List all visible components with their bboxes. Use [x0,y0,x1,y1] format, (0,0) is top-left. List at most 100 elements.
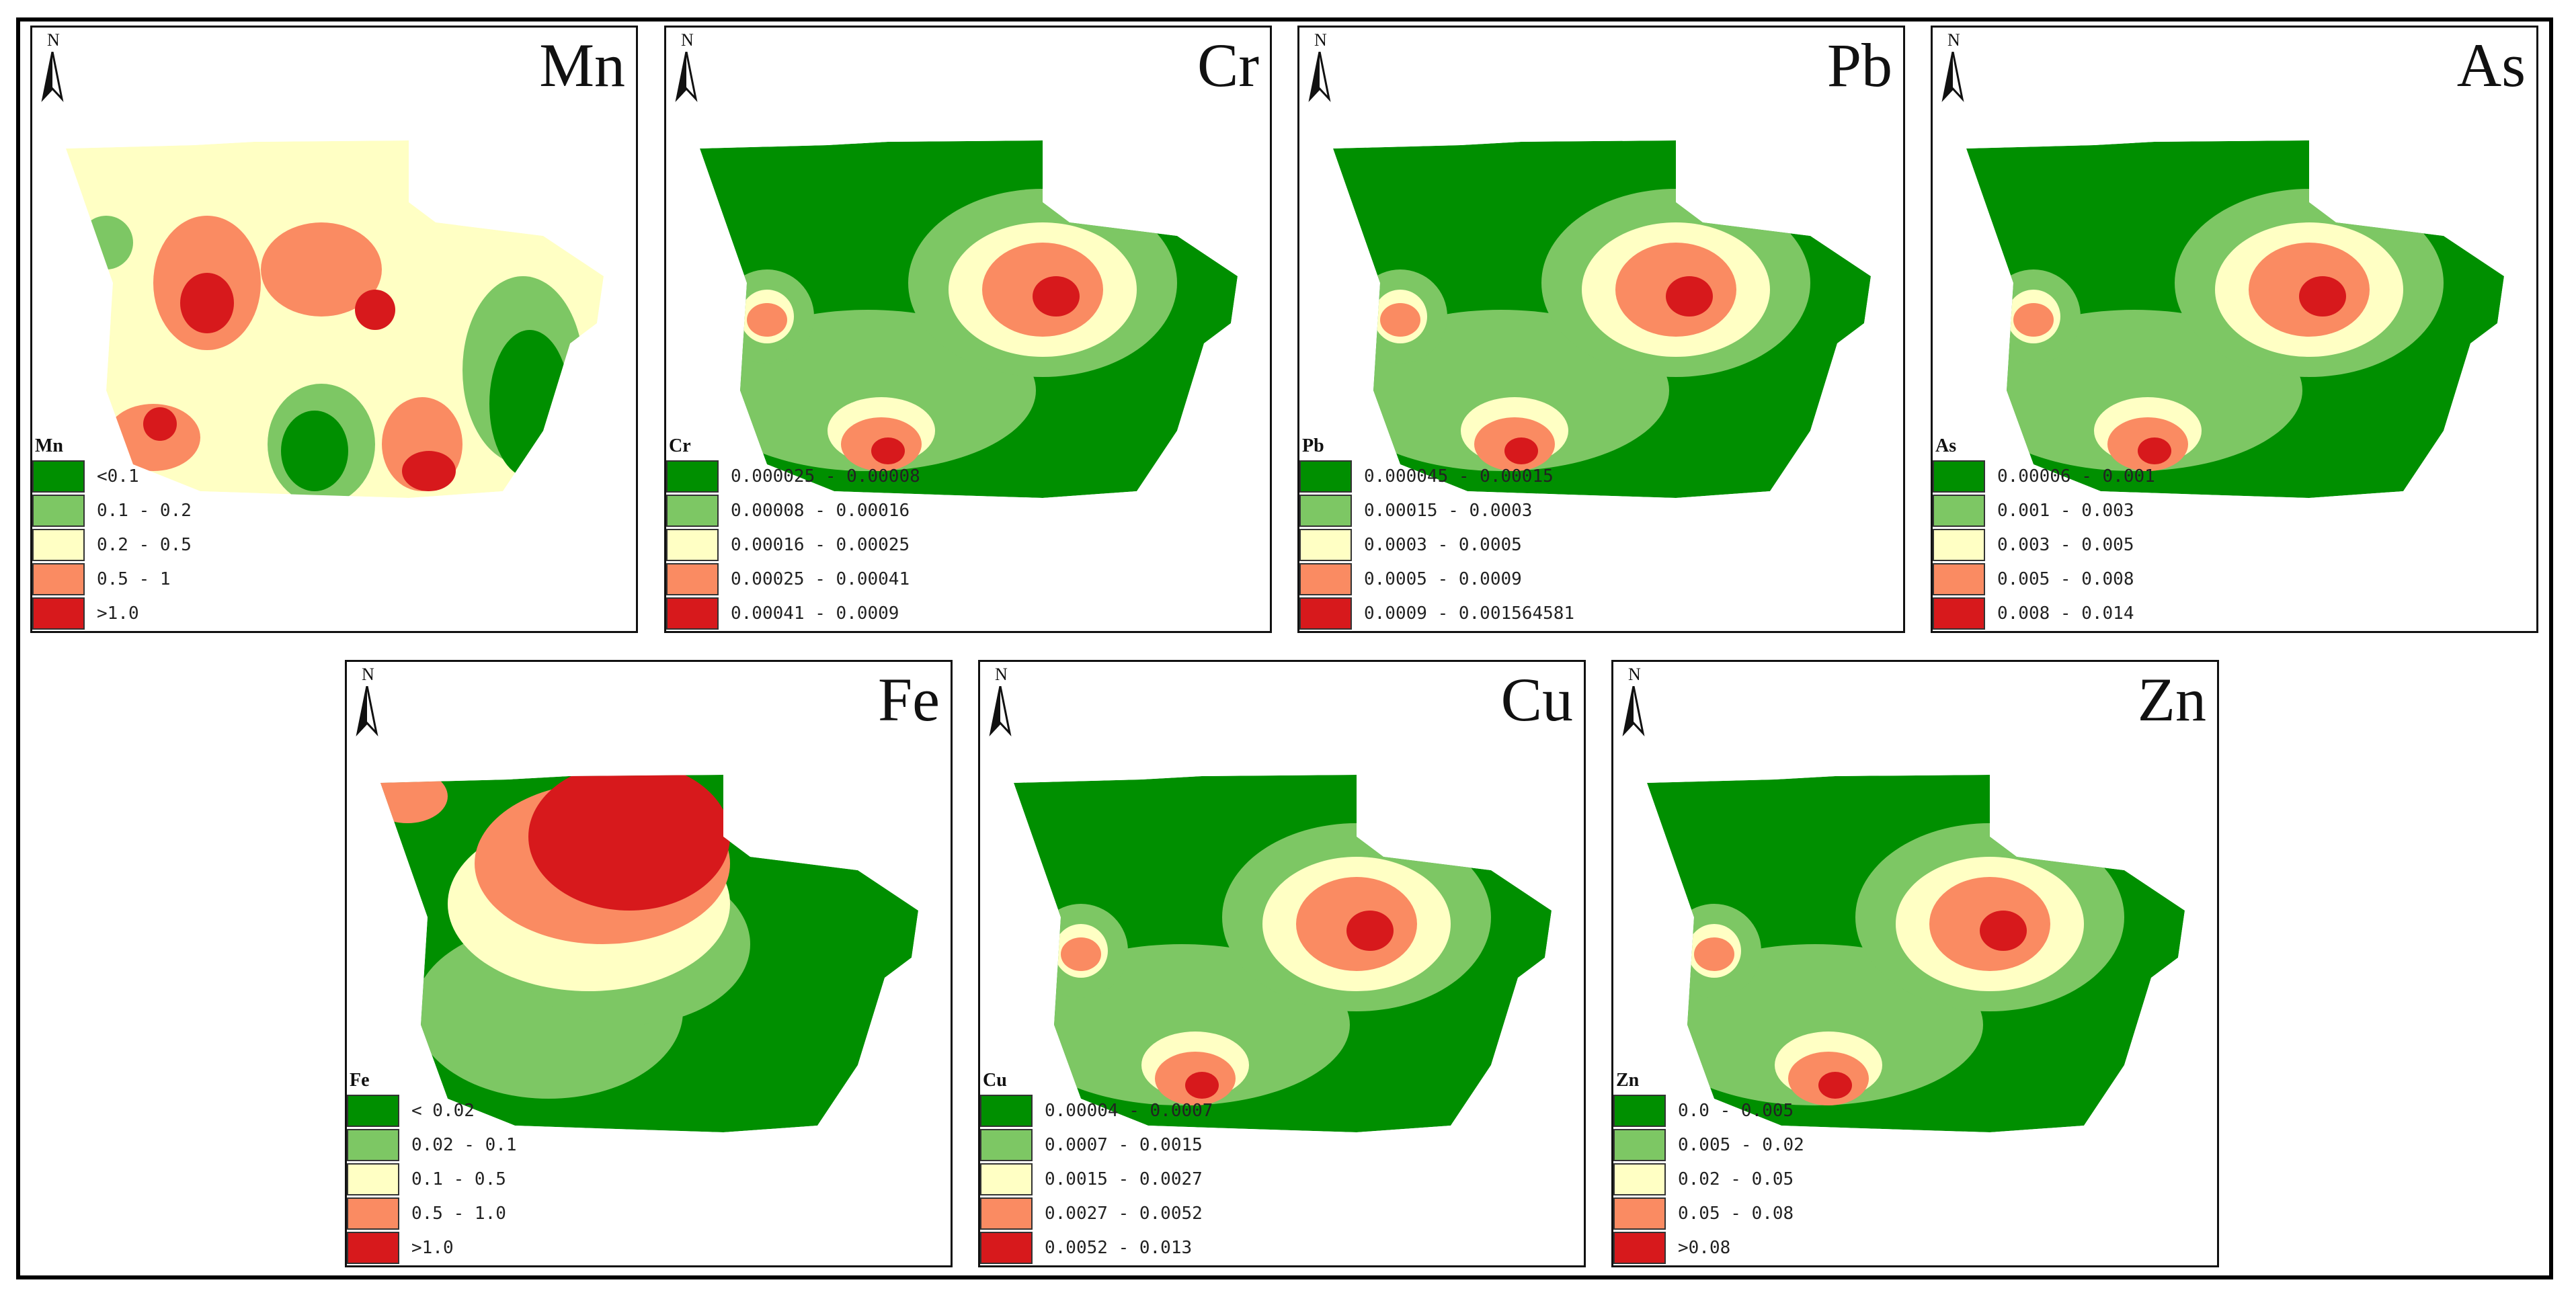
north-arrow-icon: N [1620,666,1647,740]
legend-label: 0.0005 - 0.0009 [1364,569,1522,589]
map-panel-cu: N Cu Cu 0.00004 - 0.0007 0.0007 - 0.0015 0.00… [978,660,1586,1267]
legend-item: 0.5 - 1.0 [347,1197,951,1230]
legend-swatch [347,1197,399,1230]
legend-swatch [1933,597,1985,630]
legend-item: 0.0015 - 0.0027 [980,1163,1584,1195]
legend-item: 0.0003 - 0.0005 [1299,529,1903,561]
legend-item: 0.00016 - 0.00025 [666,529,1270,561]
concentration-zone [180,273,234,333]
legend-swatch [666,529,719,561]
legend-swatch [666,563,719,595]
concentration-zone [2138,437,2171,464]
legend-item: 0.00015 - 0.0003 [1299,495,1903,527]
legend-label: 0.5 - 1 [97,569,171,589]
concentration-zone [261,222,382,317]
figure-frame [16,17,2553,1279]
legend-item: >0.08 [1613,1232,2217,1264]
concentration-zone [1185,1072,1219,1099]
legend-label: 0.0 - 0.005 [1678,1101,1794,1121]
concentration-zone [1818,1072,1852,1099]
legend: As 0.00006 - 0.001 0.001 - 0.003 0.003 - 0.… [1933,436,2536,631]
concentration-zone [747,303,787,337]
legend-label: 0.00004 - 0.0007 [1045,1101,1213,1121]
north-arrow-icon: N [1939,32,1966,106]
concentration-zone [143,407,177,441]
legend-label: 0.0052 - 0.013 [1045,1238,1193,1258]
map-panel-pb: N Pb Pb 0.000045 - 0.00015 0.00015 - 0.0003 0… [1297,26,1905,633]
concentration-zone [1380,303,1420,337]
concentration-map [1966,140,2504,498]
concentration-zone [1666,276,1713,317]
legend-label: 0.001 - 0.003 [1997,501,2134,521]
legend-swatch [1613,1197,1666,1230]
legend-label: 0.00015 - 0.0003 [1364,501,1533,521]
panel-title: Pb [1826,31,1892,99]
legend-label: 0.000045 - 0.00015 [1364,466,1554,487]
legend-item: 0.008 - 0.014 [1933,597,2536,630]
legend-label: <0.1 [97,466,139,487]
legend-item: 0.0052 - 0.013 [980,1232,1584,1264]
legend-swatch [1299,597,1352,630]
legend-label: 0.000025 - 0.00008 [731,466,920,487]
north-label: N [1628,665,1641,684]
north-arrow-icon: N [1306,32,1333,106]
legend-swatch [1299,563,1352,595]
legend-item: 0.000045 - 0.00015 [1299,460,1903,493]
legend-item: 0.00008 - 0.00016 [666,495,1270,527]
legend-item: 0.0009 - 0.001564581 [1299,597,1903,630]
legend-label: 0.00016 - 0.00025 [731,535,910,555]
legend-item: 0.00025 - 0.00041 [666,563,1270,595]
north-arrow-icon: N [987,666,1014,740]
legend-swatch [1299,495,1352,527]
legend-title: Cu [983,1070,1007,1091]
concentration-zone [281,411,348,491]
concentration-zone [1694,937,1734,971]
north-label: N [1314,30,1327,50]
legend-item: 0.00004 - 0.0007 [980,1095,1584,1127]
concentration-map [1333,140,1871,498]
legend: Cu 0.00004 - 0.0007 0.0007 - 0.0015 0.0015 … [980,1070,1584,1265]
legend-label: 0.0009 - 0.001564581 [1364,603,1575,624]
legend-item: 0.005 - 0.008 [1933,563,2536,595]
legend-label: 0.02 - 0.1 [411,1135,517,1155]
legend-swatch [347,1232,399,1264]
legend-swatch [1933,460,1985,493]
north-label: N [681,30,694,50]
legend-swatch [980,1197,1033,1230]
legend-swatch [1933,529,1985,561]
north-arrow-icon: N [354,666,380,740]
north-arrow-icon: N [39,32,66,106]
legend-item: 0.5 - 1 [32,563,636,595]
legend-swatch [32,597,85,630]
concentration-map [1647,775,2185,1132]
map-panel-as: N As As 0.00006 - 0.001 0.001 - 0.003 0.003 -… [1931,26,2538,633]
legend-title: Mn [35,435,63,456]
legend-item: 0.003 - 0.005 [1933,529,2536,561]
legend-item: 0.02 - 0.1 [347,1129,951,1161]
concentration-map [700,140,1238,498]
legend-swatch [32,495,85,527]
concentration-zone [871,437,905,464]
north-label: N [47,30,60,50]
legend-swatch [32,460,85,493]
legend-title: Zn [1616,1070,1640,1091]
panel-title: Cr [1197,31,1259,99]
legend-label: 0.00006 - 0.001 [1997,466,2155,487]
legend-label: 0.00041 - 0.0009 [731,603,899,624]
legend-item: 0.00006 - 0.001 [1933,460,2536,493]
legend-item: >1.0 [32,597,636,630]
north-label: N [1947,30,1960,50]
panel-title: Fe [878,665,940,734]
legend-item: 0.05 - 0.08 [1613,1197,2217,1230]
legend-item: 0.0 - 0.005 [1613,1095,2217,1127]
legend-swatch [1933,563,1985,595]
legend-label: 0.0015 - 0.0027 [1045,1169,1203,1189]
legend-title: Cr [669,435,691,456]
concentration-zone [1061,937,1101,971]
legend-item: 0.000025 - 0.00008 [666,460,1270,493]
legend-label: 0.0007 - 0.0015 [1045,1135,1203,1155]
legend-swatch [347,1163,399,1195]
legend-swatch [32,563,85,595]
legend: Mn <0.1 0.1 - 0.2 0.2 - 0.5 0.5 - 1 >1.0 [32,436,636,631]
concentration-zone [380,775,448,823]
